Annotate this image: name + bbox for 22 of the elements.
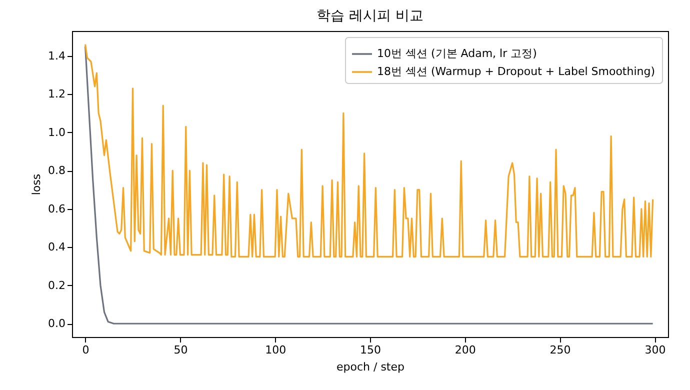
chart-title: 학습 레시피 비교 <box>316 8 424 24</box>
y-tick-label: 0.8 <box>48 164 66 178</box>
x-tick-label: 100 <box>265 344 286 356</box>
y-tick-label: 0.0 <box>48 317 66 330</box>
y-tick-label: 1.2 <box>48 88 66 101</box>
x-tick-label: 0 <box>82 344 90 356</box>
line-series <box>84 46 654 324</box>
x-tick-label: 250 <box>550 344 571 356</box>
y-tick-label: 1.0 <box>48 126 66 139</box>
y-tick-label: 0.4 <box>48 240 66 254</box>
y-axis-title: loss <box>30 174 44 196</box>
y-tick-label: 0.6 <box>48 202 66 216</box>
legend-label: 10번 섹션 (기본 Adam, lr 고정) <box>377 47 537 60</box>
x-tick-label: 50 <box>174 344 188 356</box>
legend-label: 18번 섹션 (Warmup + Dropout + Label Smoothing) <box>377 65 656 78</box>
line-series <box>84 44 654 258</box>
y-tick-label: 1.4 <box>48 49 66 62</box>
y-tick-label: 0.2 <box>48 278 66 292</box>
x-axis-title: epoch / step <box>336 360 405 374</box>
x-tick-label: 150 <box>360 344 381 356</box>
x-tick-label: 200 <box>454 344 476 356</box>
x-tick-label: 300 <box>644 344 666 356</box>
